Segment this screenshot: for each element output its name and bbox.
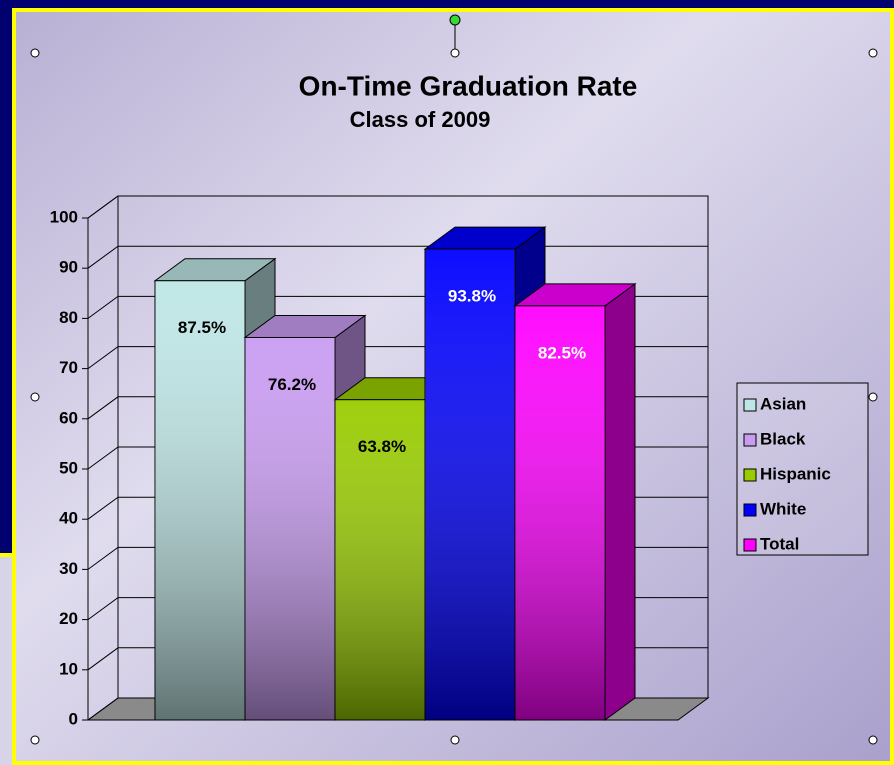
- legend-box: [736, 382, 869, 556]
- data-label: 76.2%: [268, 375, 316, 394]
- data-label: 87.5%: [178, 318, 226, 337]
- handle[interactable]: [30, 392, 40, 402]
- y-tick-label: 10: [59, 659, 78, 678]
- y-tick-label: 90: [59, 258, 78, 277]
- legend-swatch: [743, 398, 757, 412]
- handle[interactable]: [868, 735, 878, 745]
- bar-top-shade: [515, 283, 635, 306]
- bar-top-shade: [425, 227, 545, 250]
- handle[interactable]: [450, 735, 460, 745]
- bar-shade: [155, 280, 245, 720]
- bar-shade: [515, 305, 605, 720]
- y-tick-label: 100: [50, 207, 78, 226]
- bar-shade: [425, 249, 515, 720]
- bar-side-shade: [605, 283, 635, 720]
- data-label: 63.8%: [358, 437, 406, 456]
- handle[interactable]: [30, 735, 40, 745]
- legend-label: Hispanic: [760, 464, 831, 483]
- legend-label: Asian: [760, 394, 806, 413]
- legend-swatch: [743, 468, 757, 482]
- rotate-handle[interactable]: [449, 14, 461, 26]
- chart-title: On-Time Graduation Rate: [299, 70, 638, 101]
- legend-label: Black: [760, 429, 806, 448]
- y-tick-label: 0: [69, 709, 78, 728]
- y-tick-label: 20: [59, 609, 78, 628]
- legend-swatch: [743, 433, 757, 447]
- bar-top-shade: [245, 315, 365, 338]
- data-label: 82.5%: [538, 343, 586, 362]
- grid-line: [87, 195, 708, 219]
- bar-top-shade: [155, 258, 275, 281]
- legend-swatch: [743, 538, 757, 552]
- y-tick-label: 50: [59, 458, 78, 477]
- y-tick-label: 30: [59, 559, 78, 578]
- selection-handles: [30, 48, 878, 745]
- handle[interactable]: [868, 48, 878, 58]
- handle[interactable]: [450, 48, 460, 58]
- legend-label: White: [760, 499, 806, 518]
- y-tick-label: 80: [59, 308, 78, 327]
- y-tick-label: 60: [59, 408, 78, 427]
- bar-shade: [335, 399, 425, 720]
- chart-subtitle: Class of 2009: [350, 107, 491, 132]
- bar-shade: [245, 337, 335, 720]
- legend-label: Total: [760, 534, 799, 553]
- handle[interactable]: [30, 48, 40, 58]
- data-label: 93.8%: [448, 287, 496, 306]
- y-tick-label: 40: [59, 509, 78, 528]
- y-tick-label: 70: [59, 358, 78, 377]
- legend-swatch: [743, 503, 757, 517]
- handle[interactable]: [868, 392, 878, 402]
